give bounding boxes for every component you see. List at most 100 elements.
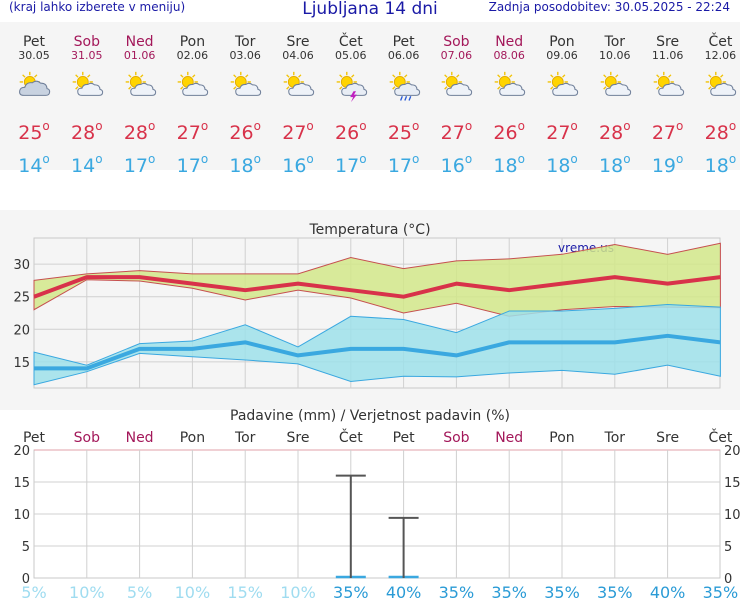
min-temperature: 18o [229,152,261,177]
day-date: 01.06 [123,49,156,62]
max-temperature: 27o [546,119,578,144]
min-temperature: 17o [123,152,156,177]
precipitation-y-tick-label-left: 10 [13,508,30,523]
precipitation-x-tick-label: Tor [234,430,256,446]
precipitation-x-tick-label: Pet [23,430,46,446]
precipitation-probability-label: 35% [491,583,527,600]
day-name: Ned [125,34,154,50]
day-name: Sre [286,34,310,50]
precipitation-probability-label: 5% [21,583,46,600]
max-temperature: 26o [229,119,261,144]
min-temperature: 16o [440,152,473,177]
day-name: Čet [708,34,733,50]
sun-cloud-icon [700,71,740,103]
precipitation-y-tick-label-left: 15 [13,476,30,491]
precipitation-probability-label: 35% [333,583,369,600]
precipitation-probability-label: 10% [69,583,105,600]
day-column: Ned 08.06 26o 18o [482,22,536,177]
min-temperature: 18o [704,152,737,177]
page-header: (kraj lahko izberete v meniju) Ljubljana… [0,0,740,22]
precipitation-x-tick-label: Tor [604,430,626,446]
max-temperature: 26o [493,119,525,144]
day-name: Pon [549,34,575,50]
sun-cloud-icon [542,71,582,103]
precipitation-y-tick-label-right: 20 [724,444,740,459]
day-date: 02.06 [176,49,209,62]
precipitation-y-tick-label-right: 15 [724,476,740,491]
max-temperature: 28o [599,119,631,144]
day-name: Ned [495,34,524,50]
precipitation-y-tick-label-right: 0 [724,572,732,587]
day-date: 04.06 [282,49,314,62]
min-temperature: 18o [546,152,578,177]
max-temperature: 28o [704,119,737,144]
precipitation-x-tick-label: Sre [287,430,310,446]
day-name: Sre [656,34,680,50]
day-column: Sob 07.06 27o 16o [429,22,483,177]
sun-cloud-icon [67,71,107,103]
max-temperature: 26o [335,119,367,144]
max-temperature: 25o [18,119,50,144]
precipitation-probability-label: 40% [386,583,422,600]
sun-cloud-icon [489,71,529,103]
max-temperature-line [33,275,721,299]
day-column: Pet 30.05 25o 14o [7,22,61,177]
sun-cloud-icon [278,71,318,103]
sun-cloud-icon [225,71,265,103]
precipitation-x-tick-label: Sob [74,430,100,446]
day-column: Čet 05.06 26o 17o [324,22,378,177]
day-date: 03.06 [229,49,261,62]
max-temperature: 28o [123,119,156,144]
min-temperature: 17o [335,152,367,177]
temperature-y-tick-label: 30 [13,258,30,273]
day-date: 06.06 [387,49,420,62]
max-temperature: 28o [71,119,103,144]
location-note[interactable]: (kraj lahko izberete v meniju) [9,0,186,14]
precipitation-probability-label: 5% [127,583,152,600]
max-temperature: 27o [282,119,314,144]
precipitation-y-tick-label-left: 20 [13,444,30,459]
sun-cloud-icon [172,71,212,103]
precipitation-x-tick-label: Čet [708,428,732,446]
max-temperature: 25o [387,119,420,144]
day-date: 12.06 [704,49,737,62]
day-date: 31.05 [71,49,103,62]
day-name: Čet [338,34,363,50]
day-column: Pon 09.06 27o 18o [535,22,589,177]
precipitation-probability-label: 35% [544,583,580,600]
precipitation-x-tick-label: Čet [339,428,363,446]
precipitation-probability-label: 35% [703,583,739,600]
day-column: Tor 03.06 26o 18o [218,22,272,177]
precipitation-x-tick-label: Ned [495,430,523,446]
precipitation-chart-title: Padavine (mm) / Verjetnost padavin (%) [230,408,510,424]
day-date: 09.06 [546,49,578,62]
day-column: Pet 06.06 25o 17o [377,22,431,177]
sun-rain-icon [384,71,424,103]
precipitation-y-tick-label-left: 0 [22,572,30,587]
precipitation-y-tick-label-right: 10 [724,508,740,523]
precipitation-probability-label: 35% [597,583,633,600]
day-date: 05.06 [335,49,367,62]
temperature-y-tick-label: 15 [13,356,30,371]
day-column: Čet 12.06 28o 18o [693,22,740,177]
sun-cloud-icon [648,71,688,103]
day-name: Pet [392,34,415,50]
day-column: Ned 01.06 28o 17o [113,22,167,177]
day-name: Pet [22,34,46,50]
sun-cloud-icon [595,71,635,103]
day-column: Pon 02.06 27o 17o [165,22,219,177]
sun-storm-icon [331,71,371,103]
temperature-chart-title: Temperatura (°C) [308,222,430,238]
day-date: 11.06 [651,49,684,62]
precipitation-x-tick-label: Sre [656,430,679,446]
day-name: Pon [179,34,206,50]
day-name: Tor [604,34,626,50]
day-date: 08.06 [493,49,525,62]
precipitation-probability-label: 10% [280,583,316,600]
day-name: Tor [234,34,256,50]
precipitation-x-tick-label: Pon [180,430,205,446]
day-column: Sob 31.05 28o 14o [60,22,114,177]
day-column: Sre 04.06 27o 16o [271,22,325,177]
min-temperature-range-band [33,304,721,386]
